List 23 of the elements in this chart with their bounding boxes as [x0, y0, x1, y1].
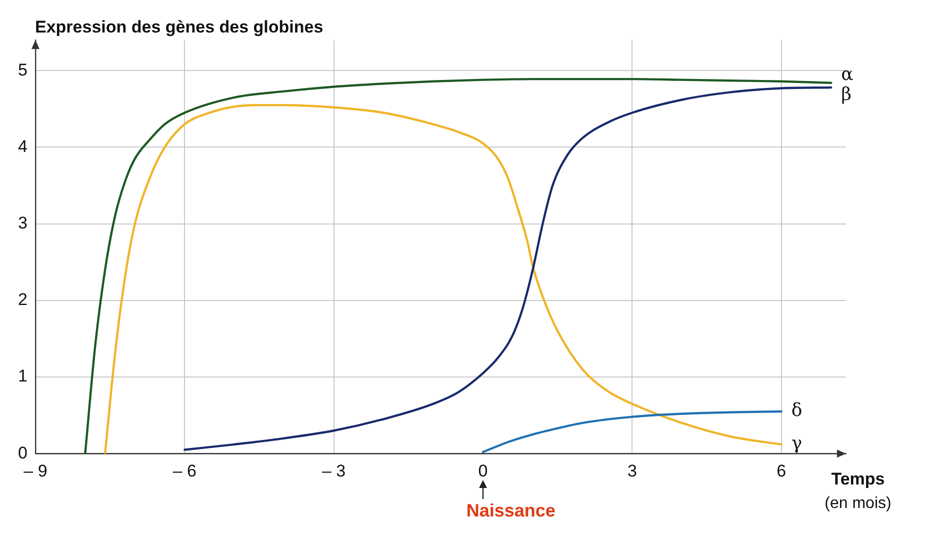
x-tick-label: 6: [776, 461, 786, 480]
series-label: γ: [791, 433, 802, 454]
y-tick-label: 4: [18, 136, 28, 156]
y-tick-label: 2: [18, 290, 28, 310]
line-series: [84, 78, 832, 454]
line-series: [184, 86, 832, 451]
x-tick-label: 3: [627, 461, 637, 480]
x-tick-label: – 9: [24, 461, 48, 480]
x-tick-label: – 3: [322, 461, 346, 480]
x-tick-label: – 6: [172, 461, 196, 480]
y-tick-label: 0: [18, 443, 28, 462]
series-label: β: [841, 84, 852, 105]
y-axis-title: Expression des gènes des globines: [35, 18, 324, 37]
x-axis-title: Temps (en mois): [824, 469, 892, 512]
line-series: [104, 104, 782, 454]
y-tick-label: 5: [18, 60, 28, 80]
y-tick-label: 1: [18, 366, 28, 386]
y-tick-label: 3: [18, 214, 28, 233]
series-label: δ: [791, 400, 802, 422]
series-label: α: [841, 64, 854, 85]
x-tick-label: 0: [478, 461, 488, 480]
text: Naissance: [466, 500, 556, 521]
line-series: [482, 410, 782, 454]
